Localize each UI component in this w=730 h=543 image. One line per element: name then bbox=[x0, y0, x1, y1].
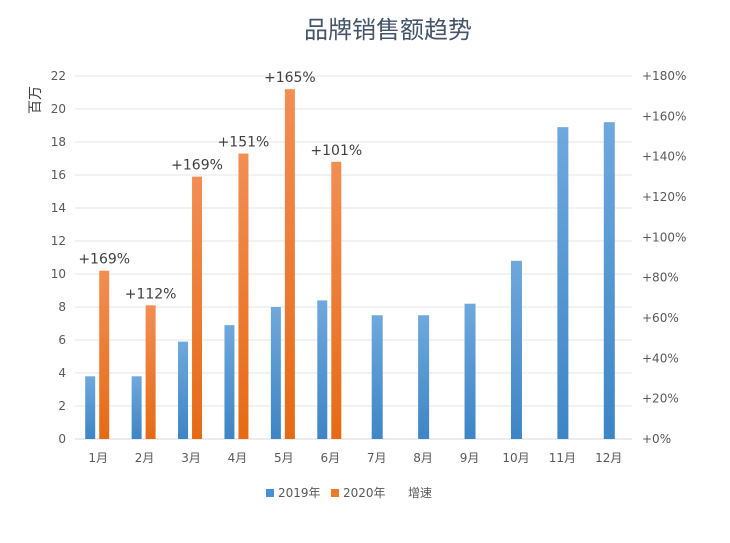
y2-tick-label: +40% bbox=[642, 351, 679, 365]
x-tick-label: 3月 bbox=[181, 451, 201, 465]
bar-2019 bbox=[371, 315, 383, 439]
y2-tick-label: +100% bbox=[642, 230, 686, 244]
y-tick-label: 6 bbox=[58, 333, 66, 347]
bar-2019 bbox=[464, 303, 476, 439]
chart-title: 品牌销售额趋势 bbox=[304, 16, 472, 44]
y-tick-label: 0 bbox=[58, 432, 66, 446]
x-tick-label: 2月 bbox=[135, 451, 155, 465]
x-tick-label: 8月 bbox=[413, 451, 433, 465]
bar-2020 bbox=[192, 176, 203, 439]
bar-2019 bbox=[85, 376, 96, 439]
y2-tick-label: +140% bbox=[642, 150, 686, 164]
bar-2019 bbox=[603, 122, 615, 439]
growth-data-label: +169% bbox=[78, 252, 130, 268]
y2-tick-label: +180% bbox=[642, 69, 686, 83]
bar-2019 bbox=[270, 307, 281, 439]
legend-label-2020: 2020年 bbox=[343, 486, 386, 500]
y-tick-label: 14 bbox=[51, 201, 66, 215]
legend-swatch-2019 bbox=[266, 489, 274, 497]
bar-2020 bbox=[238, 153, 249, 440]
x-tick-label: 6月 bbox=[320, 451, 340, 465]
y-tick-label: 2 bbox=[58, 399, 66, 413]
y-tick-label: 16 bbox=[51, 168, 66, 182]
y2-tick-label: +0% bbox=[642, 432, 671, 446]
x-tick-label: 12月 bbox=[595, 451, 622, 465]
legend-label-growth: 增速 bbox=[408, 486, 432, 500]
growth-data-label: +151% bbox=[218, 135, 270, 151]
y2-tick-label: +60% bbox=[642, 311, 679, 325]
growth-data-label: +101% bbox=[310, 143, 362, 159]
growth-data-label: +112% bbox=[125, 286, 177, 302]
bar-2019 bbox=[224, 325, 235, 439]
bar-2019 bbox=[418, 315, 430, 439]
y2-tick-label: +20% bbox=[642, 392, 679, 406]
y-axis-label: 百万 bbox=[28, 86, 44, 114]
y2-tick-label: +160% bbox=[642, 109, 686, 123]
y-tick-label: 18 bbox=[51, 135, 66, 149]
y-tick-label: 20 bbox=[51, 102, 66, 116]
bar-2019 bbox=[178, 341, 189, 439]
y-tick-label: 12 bbox=[51, 234, 66, 248]
bar-2019 bbox=[131, 376, 142, 439]
bar-2019 bbox=[510, 260, 522, 439]
bar-2020 bbox=[99, 270, 110, 439]
x-tick-label: 1月 bbox=[88, 451, 108, 465]
y2-tick-label: +120% bbox=[642, 190, 686, 204]
y-tick-label: 8 bbox=[58, 300, 66, 314]
bar-2019 bbox=[557, 127, 569, 440]
legend-label-2019: 2019年 bbox=[278, 486, 321, 500]
y-tick-label: 22 bbox=[51, 69, 66, 83]
y-tick-label: 10 bbox=[51, 267, 66, 281]
x-tick-label: 7月 bbox=[367, 451, 387, 465]
x-tick-label: 10月 bbox=[502, 451, 529, 465]
growth-data-label: +169% bbox=[171, 158, 223, 174]
x-tick-label: 4月 bbox=[228, 451, 248, 465]
x-tick-label: 11月 bbox=[549, 451, 576, 465]
bar-2020 bbox=[331, 161, 342, 440]
y-tick-label: 4 bbox=[58, 366, 66, 380]
growth-data-label: +165% bbox=[264, 70, 316, 86]
bar-2020 bbox=[284, 89, 295, 439]
x-tick-label: 9月 bbox=[460, 451, 480, 465]
bar-2020 bbox=[145, 305, 156, 439]
y2-tick-label: +80% bbox=[642, 271, 679, 285]
legend-swatch-2020 bbox=[331, 489, 339, 497]
bar-2019 bbox=[317, 300, 328, 439]
x-tick-label: 5月 bbox=[274, 451, 294, 465]
